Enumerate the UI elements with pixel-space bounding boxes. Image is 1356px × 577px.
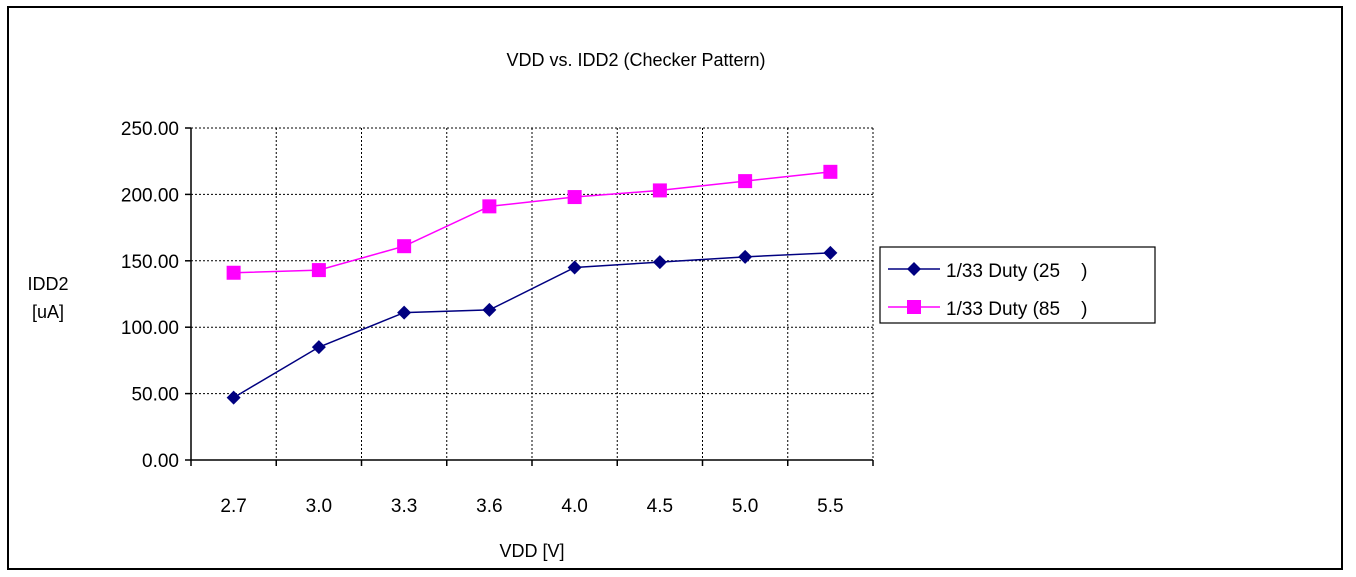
data-point (823, 245, 838, 260)
x-tick-label: 4.5 (647, 496, 673, 517)
data-point (567, 190, 582, 205)
y-tick-labels: 0.00 50.00 100.00 150.00 200.00 250.00 (121, 119, 179, 472)
y-axis-label-quantity: IDD2 (27, 274, 69, 294)
legend-label: 1/33 Duty (85 ) (946, 299, 1088, 320)
y-axis-label: IDD2 [uA] (18, 270, 78, 326)
x-tick-label: 3.6 (476, 496, 502, 517)
y-axis-label-unit: [uA] (31, 302, 65, 322)
legend-box (879, 246, 1156, 324)
x-tick-label: 2.7 (220, 496, 246, 517)
x-tick-label: 3.3 (391, 496, 417, 517)
legend-item: 1/33 Duty (85 ) (888, 299, 1088, 320)
x-tick-labels: 2.7 3.0 3.3 3.6 4.0 4.5 5.0 5.5 (220, 496, 843, 517)
series-line (233, 252, 831, 399)
y-tick-label: 250.00 (121, 119, 179, 140)
data-point (738, 249, 753, 264)
data-point (311, 263, 326, 278)
chart-title: VDD vs. IDD2 (Checker Pattern) (506, 50, 765, 70)
legend-item: 1/33 Duty (25 ) (888, 261, 1088, 282)
series-2 (226, 164, 838, 280)
data-point (397, 239, 412, 254)
data-point (226, 265, 241, 280)
y-tick-label: 100.00 (121, 318, 179, 339)
x-tick-label: 5.0 (732, 496, 758, 517)
data-point (311, 340, 326, 355)
data-point (823, 164, 838, 179)
series-group (226, 164, 838, 405)
x-tick-label: 5.5 (817, 496, 843, 517)
y-tick-label: 150.00 (121, 252, 179, 273)
y-tick-label: 200.00 (121, 185, 179, 206)
data-point (738, 174, 753, 189)
legend: 1/33 Duty (25 ) 1/33 Duty (85 ) (879, 246, 1156, 324)
gridlines (191, 127, 874, 460)
legend-label: 1/33 Duty (25 ) (946, 261, 1088, 282)
legend-marker (907, 262, 921, 276)
series-1 (226, 245, 838, 405)
y-tick-label: 50.00 (131, 385, 179, 406)
x-tick-label: 4.0 (561, 496, 587, 517)
data-point (652, 255, 667, 270)
data-point (567, 260, 582, 275)
data-point (397, 305, 412, 320)
data-point (226, 390, 241, 405)
legend-marker (907, 300, 921, 314)
data-point (652, 183, 667, 198)
axes (185, 127, 874, 466)
x-axis-label: VDD [V] (499, 541, 564, 561)
y-tick-label: 0.00 (142, 451, 179, 472)
series-line (233, 171, 831, 274)
data-point (482, 302, 497, 317)
x-tick-label: 3.0 (306, 496, 332, 517)
data-point (482, 199, 497, 214)
